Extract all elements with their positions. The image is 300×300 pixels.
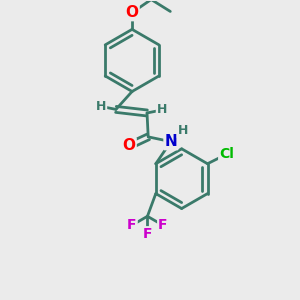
Text: Cl: Cl xyxy=(219,147,234,161)
Text: F: F xyxy=(158,218,168,232)
Text: N: N xyxy=(164,134,177,149)
Text: F: F xyxy=(127,218,137,232)
Text: F: F xyxy=(143,227,152,241)
Text: H: H xyxy=(96,100,106,113)
Text: O: O xyxy=(126,5,139,20)
Text: H: H xyxy=(157,103,167,116)
Text: H: H xyxy=(178,124,188,137)
Text: O: O xyxy=(123,138,136,153)
